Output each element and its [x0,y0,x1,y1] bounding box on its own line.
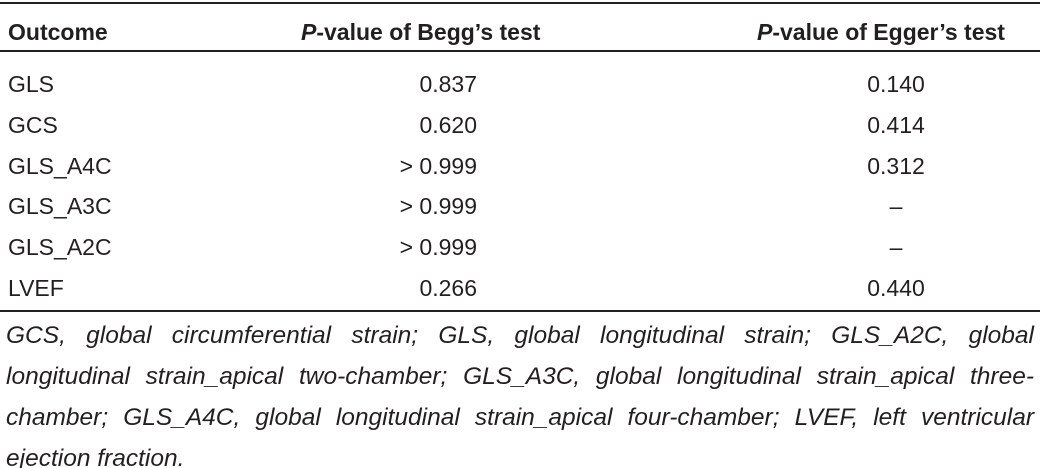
pvalue-cell: > 0.999 [399,234,477,261]
pvalue-cell: 0.312 [867,152,925,179]
column-header: Outcome [8,17,108,47]
pvalue-cell: – [889,234,903,261]
outcome-cell: GCS [8,111,58,138]
column-header: P-value of Egger’s test [757,17,1005,47]
header-text: -value of Egger’s test [772,19,1005,45]
outcome-cell: LVEF [8,275,64,301]
header-text: Outcome [8,19,108,45]
pvalue-cell: 0.837 [419,71,477,97]
outcome-cell: GLS_A3C [8,193,112,220]
header-text: -value of Begg’s test [316,19,541,45]
header-rule [0,50,1040,52]
top-rule [0,2,1040,4]
outcome-cell: GLS_A4C [8,152,112,179]
outcome-cell: GLS [8,71,55,97]
pvalue-cell: 0.620 [419,111,477,138]
pvalue-cell: > 0.999 [399,193,477,220]
pvalue-cell: > 0.999 [399,152,477,179]
header-italic: P [301,19,317,45]
pvalue-cell: 0.440 [867,275,925,301]
bottom-rule [0,310,1040,312]
footnote: GCS, global circumferential strain; GLS,… [6,322,1034,468]
column-header: P-value of Begg’s test [301,17,540,47]
outcome-cell: GLS_A2C [8,234,112,261]
pvalue-cell: 0.414 [867,111,925,138]
pvalue-cell: 0.266 [419,275,477,301]
header-italic: P [757,19,773,45]
pvalue-cell: – [889,193,903,220]
pvalue-cell: 0.140 [867,71,925,97]
